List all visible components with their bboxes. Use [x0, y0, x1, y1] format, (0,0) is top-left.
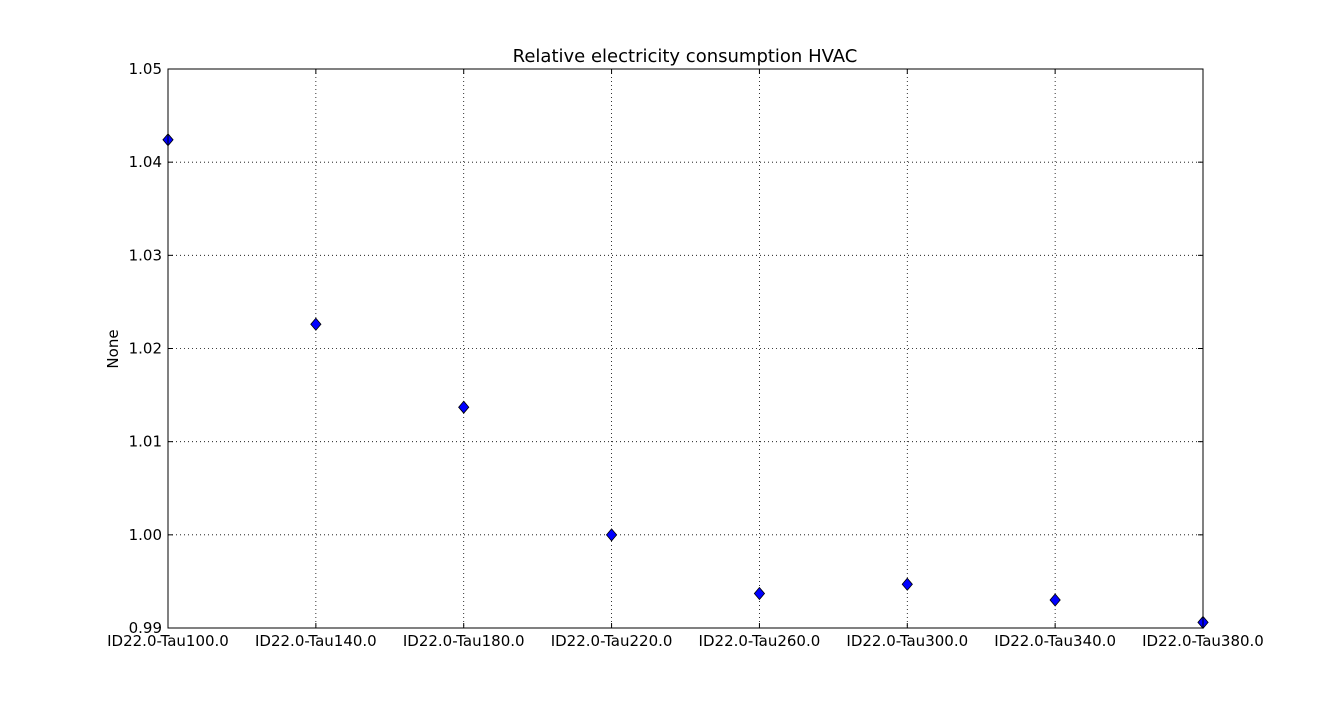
y-tick-label: 1.00 [129, 526, 162, 544]
y-axis-label: None [104, 329, 122, 368]
x-tick-label: ID22.0-Tau180.0 [403, 632, 525, 650]
y-tick-label: 1.04 [129, 153, 162, 171]
y-tick-label: 1.01 [129, 433, 162, 451]
y-tick-label: 1.02 [129, 340, 162, 358]
data-point [901, 577, 913, 591]
grid-layer [167, 68, 1204, 629]
y-tick-label: 1.05 [129, 60, 162, 78]
tick-layer: ID22.0-Tau100.0 ID22.0-Tau140.0 ID22.0-Tau… [107, 60, 1264, 650]
x-tick-label: ID22.0-Tau340.0 [994, 632, 1116, 650]
data-point [753, 586, 766, 601]
x-tick-label: ID22.0-Tau260.0 [699, 632, 821, 650]
x-tick-label: ID22.0-Tau100.0 [107, 632, 229, 650]
data-point [458, 400, 470, 414]
y-tick-label: 1.03 [129, 246, 162, 264]
x-tick-label: ID22.0-Tau300.0 [846, 632, 968, 650]
data-point [1049, 593, 1061, 607]
data-point [310, 317, 322, 331]
point-layer [162, 133, 1209, 630]
x-tick-label: ID22.0-Tau380.0 [1142, 632, 1264, 650]
data-point [605, 528, 618, 542]
x-tick-label: ID22.0-Tau220.0 [551, 632, 673, 650]
plot-frame [167, 68, 1204, 629]
chart-title: Relative electricity consumption HVAC [513, 46, 858, 67]
x-tick-label: ID22.0-Tau140.0 [255, 632, 377, 650]
y-tick-label: 0.99 [129, 619, 162, 637]
